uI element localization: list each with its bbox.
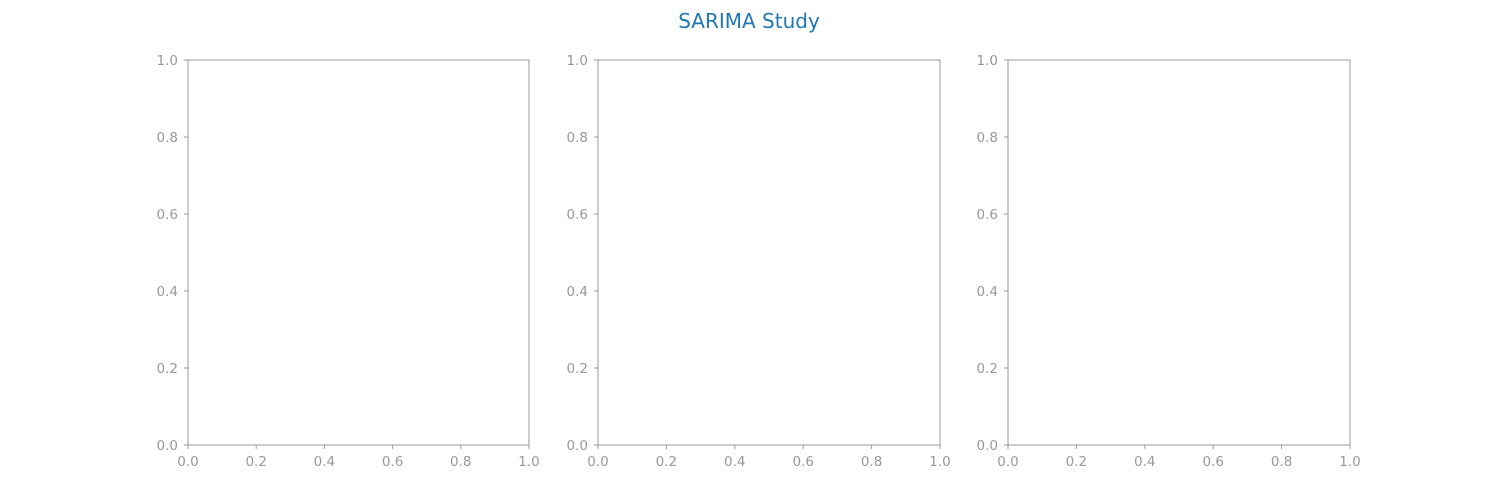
- axes-frame: [1007, 59, 1351, 446]
- x-tick-label: 0.2: [656, 454, 677, 470]
- x-tick-label: 0.0: [177, 454, 198, 470]
- y-tick-label: 1.0: [157, 53, 178, 69]
- x-tick-label: 0.8: [861, 454, 882, 470]
- x-tick-label: 1.0: [1339, 454, 1360, 470]
- x-tick-label: 1.0: [929, 454, 950, 470]
- x-tick-label: 0.6: [382, 454, 403, 470]
- y-tick-label: 0.6: [567, 207, 588, 223]
- y-tick-label: 0.4: [157, 284, 178, 300]
- y-tick-label: 0.4: [567, 284, 588, 300]
- y-tick-label: 1.0: [977, 53, 998, 69]
- figure-title: SARIMA Study: [678, 9, 820, 33]
- subplot-3: 0.0 0.2 0.4 0.6 0.8 1.0 0.0 0.2 0.4 0.6 0.8 1.0: [977, 53, 1361, 470]
- y-tick-label: 0.2: [157, 361, 178, 377]
- y-tick-label: 0.6: [157, 207, 178, 223]
- x-tick-label: 0.8: [450, 454, 471, 470]
- x-tick-label: 0.2: [1066, 454, 1087, 470]
- y-tick-label: 0.6: [977, 207, 998, 223]
- x-tick-label: 0.4: [1134, 454, 1155, 470]
- y-tick-label: 0.2: [977, 361, 998, 377]
- y-tick-label: 0.4: [977, 284, 998, 300]
- x-tick-label: 0.6: [1202, 454, 1223, 470]
- x-tick-label: 0.4: [724, 454, 745, 470]
- x-tick-label: 0.6: [792, 454, 813, 470]
- subplot-1: 0.0 0.2 0.4 0.6 0.8 1.0 0.0 0.2 0.4 0.6 0.8 1.0: [157, 53, 540, 470]
- y-tick-label: 0.0: [977, 438, 998, 454]
- y-tick-label: 0.8: [157, 130, 178, 146]
- y-tick-label: 0.8: [567, 130, 588, 146]
- x-tick-label: 0.8: [1271, 454, 1292, 470]
- axes-frame: [187, 59, 530, 446]
- x-tick-label: 0.2: [245, 454, 266, 470]
- y-tick-label: 1.0: [567, 53, 588, 69]
- x-tick-label: 0.4: [314, 454, 335, 470]
- y-tick-label: 0.0: [567, 438, 588, 454]
- subplot-2: 0.0 0.2 0.4 0.6 0.8 1.0 0.0 0.2 0.4 0.6 0.8 1.0: [567, 53, 951, 470]
- y-tick-label: 0.2: [567, 361, 588, 377]
- x-tick-label: 0.0: [587, 454, 608, 470]
- y-tick-label: 0.0: [157, 438, 178, 454]
- y-tick-label: 0.8: [977, 130, 998, 146]
- axes-frame: [597, 59, 941, 446]
- axes-layer: 0.0 0.2 0.4 0.6 0.8 1.00.00.20.40.60.81.00.0 0…: [157, 53, 1361, 470]
- x-tick-label: 1.0: [518, 454, 539, 470]
- x-tick-label: 0.0: [997, 454, 1018, 470]
